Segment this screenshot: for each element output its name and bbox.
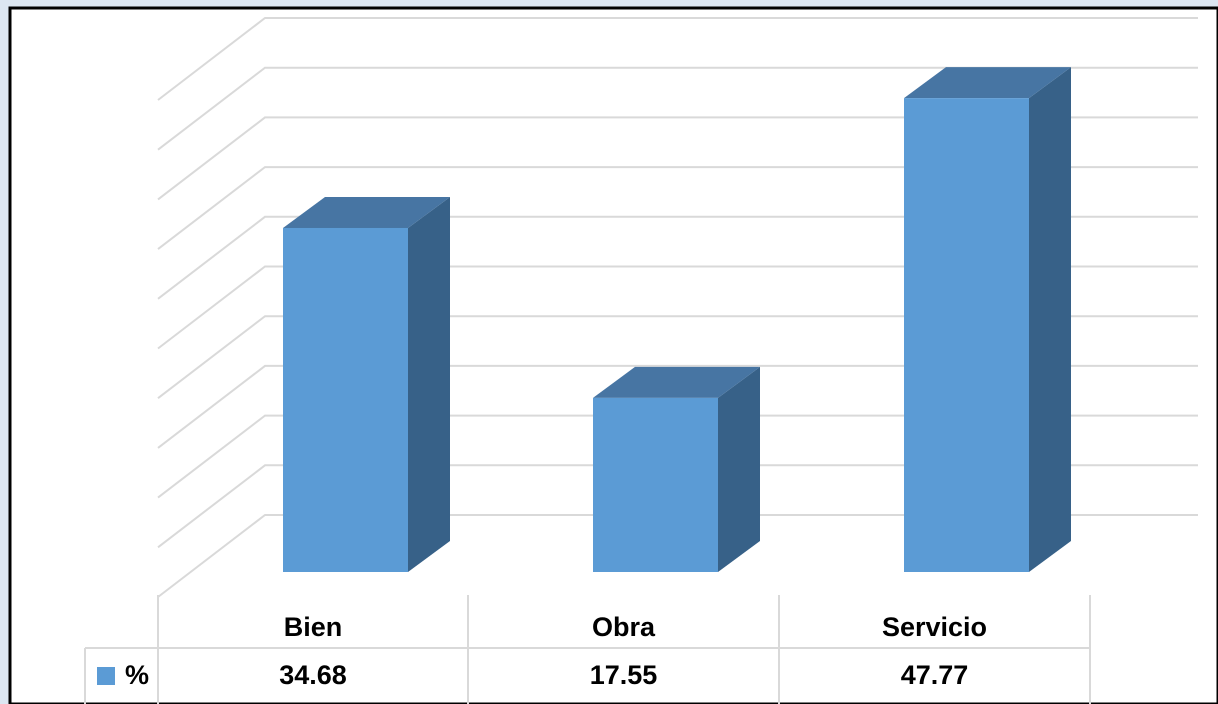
- category-label: Bien: [284, 612, 343, 642]
- grid-line: [157, 116, 1198, 201]
- grid-line: [157, 514, 1198, 598]
- bar-top: [283, 196, 450, 228]
- bar-side: [718, 366, 760, 572]
- category-label: Obra: [592, 612, 656, 642]
- grid-line: [157, 364, 1198, 449]
- bar-side: [1029, 67, 1071, 573]
- grid-line: [157, 17, 1198, 101]
- table-value: 17.55: [590, 660, 658, 690]
- bar-side: [408, 196, 450, 572]
- legend-label: %: [125, 660, 149, 690]
- grid-line: [157, 66, 1198, 151]
- grid-line: [157, 265, 1198, 350]
- grid-line: [157, 414, 1198, 499]
- category-label: Servicio: [882, 612, 987, 642]
- grid-line: [157, 166, 1198, 250]
- legend-swatch: [97, 667, 115, 685]
- table-value: 47.77: [901, 660, 969, 690]
- grid-line: [157, 215, 1198, 300]
- grid-line: [157, 315, 1198, 399]
- grid-line: [157, 464, 1198, 549]
- bar: [283, 227, 408, 572]
- table-value: 34.68: [279, 660, 347, 690]
- bar-top: [593, 366, 760, 398]
- bar: [904, 98, 1029, 573]
- bar: [593, 397, 718, 572]
- bar-top: [904, 67, 1071, 99]
